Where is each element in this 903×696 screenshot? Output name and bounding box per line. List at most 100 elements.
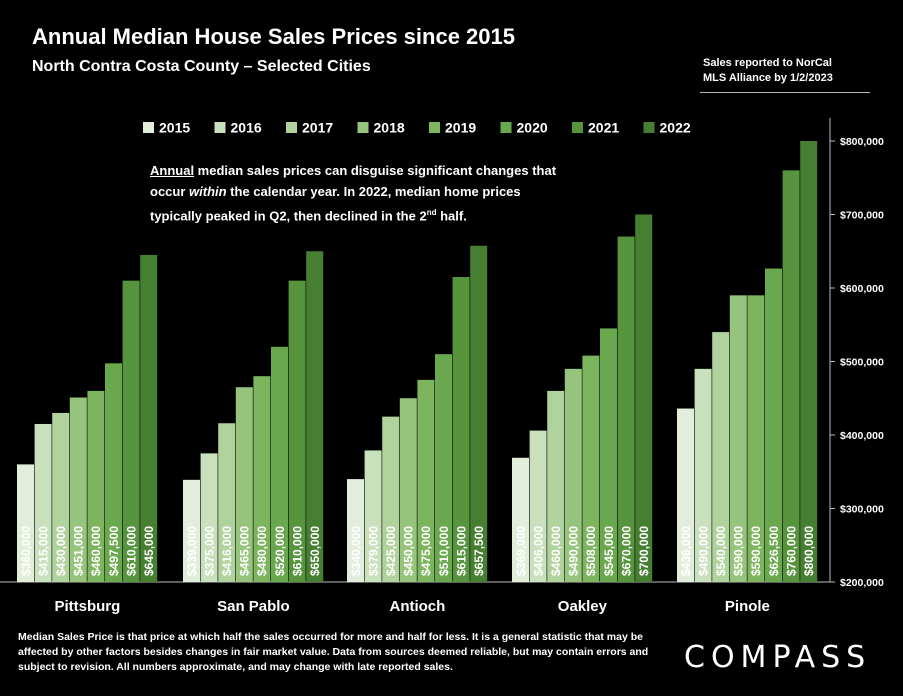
bar-value-label: $590,000 xyxy=(749,526,763,576)
bar-value-label: $520,000 xyxy=(273,526,287,576)
bar-value-label: $670,000 xyxy=(619,526,633,576)
bar-2020 xyxy=(271,346,288,582)
bar-2021 xyxy=(288,280,306,582)
bar-value-label: $545,000 xyxy=(602,526,616,576)
bar-2018 xyxy=(729,295,747,582)
annotation-emphasis: Annual xyxy=(150,163,195,178)
annotation-italic: within xyxy=(189,184,227,199)
bar-value-label: $360,000 xyxy=(19,526,33,576)
bar-2022 xyxy=(635,214,653,582)
bar-2020 xyxy=(435,354,452,582)
legend-swatch-2015 xyxy=(143,122,154,133)
bar-value-label: $436,000 xyxy=(679,526,693,576)
bar-value-label: $339,000 xyxy=(185,526,199,576)
category-label: Pinole xyxy=(725,598,770,615)
bar-2017 xyxy=(218,423,236,582)
bar-2020 xyxy=(105,363,122,582)
bar-value-label: $610,000 xyxy=(290,526,304,576)
legend-swatch-2017 xyxy=(286,122,297,133)
bar-value-label: $451,000 xyxy=(72,526,86,576)
legend-label: 2022 xyxy=(660,120,691,136)
bar-2016 xyxy=(364,450,382,582)
chart-title: Annual Median House Sales Prices since 2… xyxy=(32,24,515,49)
bar-value-label: $369,000 xyxy=(514,526,528,576)
legend-label: 2017 xyxy=(302,120,333,136)
legend-swatch-2016 xyxy=(214,122,226,133)
bar-value-label: $490,000 xyxy=(696,526,710,576)
source-note-line1: Sales reported to NorCal xyxy=(703,57,832,69)
bar-value-label: $415,000 xyxy=(36,526,50,576)
bar-2017 xyxy=(52,412,70,582)
annotation-text: the calendar year. In 2022, median home … xyxy=(150,184,521,224)
bar-2020 xyxy=(600,328,617,582)
bar-2019 xyxy=(87,390,105,582)
annotation-text: median sales prices can disguise signifi… xyxy=(150,163,557,199)
bar-2019 xyxy=(417,379,435,582)
source-note: Sales reported to NorCal MLS Alliance by… xyxy=(703,56,833,86)
bar-2017 xyxy=(547,390,565,582)
bar-value-label: $340,000 xyxy=(349,526,363,576)
bar-value-label: $540,000 xyxy=(714,526,728,576)
bar-value-label: $508,000 xyxy=(584,526,598,576)
bar-2015 xyxy=(677,408,694,582)
bar-2020 xyxy=(765,268,782,582)
y-tick-label: $200,000 xyxy=(840,577,884,589)
bar-value-label: $800,000 xyxy=(802,526,816,576)
legend-swatch-2020 xyxy=(500,122,512,133)
bar-2022 xyxy=(140,254,158,583)
y-tick-label: $400,000 xyxy=(840,430,884,442)
bar-2017 xyxy=(382,416,400,582)
bar-value-label: $615,000 xyxy=(454,526,468,576)
bar-2021 xyxy=(122,280,140,582)
y-tick-label: $300,000 xyxy=(840,504,884,516)
y-tick-label: $700,000 xyxy=(840,210,884,222)
bar-value-label: $650,000 xyxy=(308,526,322,576)
bar-2015 xyxy=(347,479,364,582)
bar-value-label: $430,000 xyxy=(54,526,68,576)
legend-swatch-2021 xyxy=(572,122,583,133)
bar-value-label: $590,000 xyxy=(732,526,746,576)
bar-value-label: $480,000 xyxy=(255,526,269,576)
bar-2016 xyxy=(34,423,52,582)
bar-2019 xyxy=(747,295,765,582)
y-tick-label: $800,000 xyxy=(840,136,884,148)
legend-label: 2018 xyxy=(374,120,405,136)
bar-2016 xyxy=(200,453,218,582)
category-label: San Pablo xyxy=(217,598,290,615)
legend-swatch-2022 xyxy=(643,122,655,133)
bar-2017 xyxy=(712,332,730,582)
bar-value-label: $626,500 xyxy=(767,526,781,576)
bar-chart: $200,000 $300,000 $400,000 $500,000 $600,000… xyxy=(0,118,884,615)
bar-value-label: $425,000 xyxy=(384,526,398,576)
bar-value-label: $475,000 xyxy=(419,526,433,576)
category-label: Oakley xyxy=(558,598,608,615)
bar-value-label: $657,500 xyxy=(472,526,486,576)
bar-2019 xyxy=(253,376,271,582)
bar-2018 xyxy=(235,387,253,582)
bar-2021 xyxy=(452,276,470,582)
bar-value-label: $450,000 xyxy=(402,526,416,576)
annotation-text: half. xyxy=(436,208,467,224)
source-note-line2: MLS Alliance by 1/2/2023 xyxy=(703,72,833,84)
compass-logo: COMPASS xyxy=(684,640,872,675)
bar-value-label: $610,000 xyxy=(124,526,138,576)
chart-subtitle: North Contra Costa County – Selected Cit… xyxy=(32,58,371,75)
bar-value-label: $497,500 xyxy=(107,526,121,576)
bar-2019 xyxy=(582,355,600,582)
bar-value-label: $700,000 xyxy=(637,526,651,576)
y-tick-label: $500,000 xyxy=(840,357,884,369)
category-label: Antioch xyxy=(389,598,445,615)
bar-2022 xyxy=(800,141,818,582)
bar-2016 xyxy=(529,430,547,582)
bar-2022 xyxy=(306,251,324,582)
legend-swatch-2019 xyxy=(429,122,440,133)
bar-2018 xyxy=(399,398,417,582)
footer-disclaimer: Median Sales Price is that price at whic… xyxy=(18,631,649,673)
y-tick-label: $600,000 xyxy=(840,283,884,295)
bar-value-label: $460,000 xyxy=(89,526,103,576)
bar-2015 xyxy=(17,464,34,582)
bar-value-label: $375,000 xyxy=(202,526,216,576)
bar-value-label: $510,000 xyxy=(437,526,451,576)
legend-label: 2020 xyxy=(517,120,548,136)
bar-2021 xyxy=(617,236,635,583)
